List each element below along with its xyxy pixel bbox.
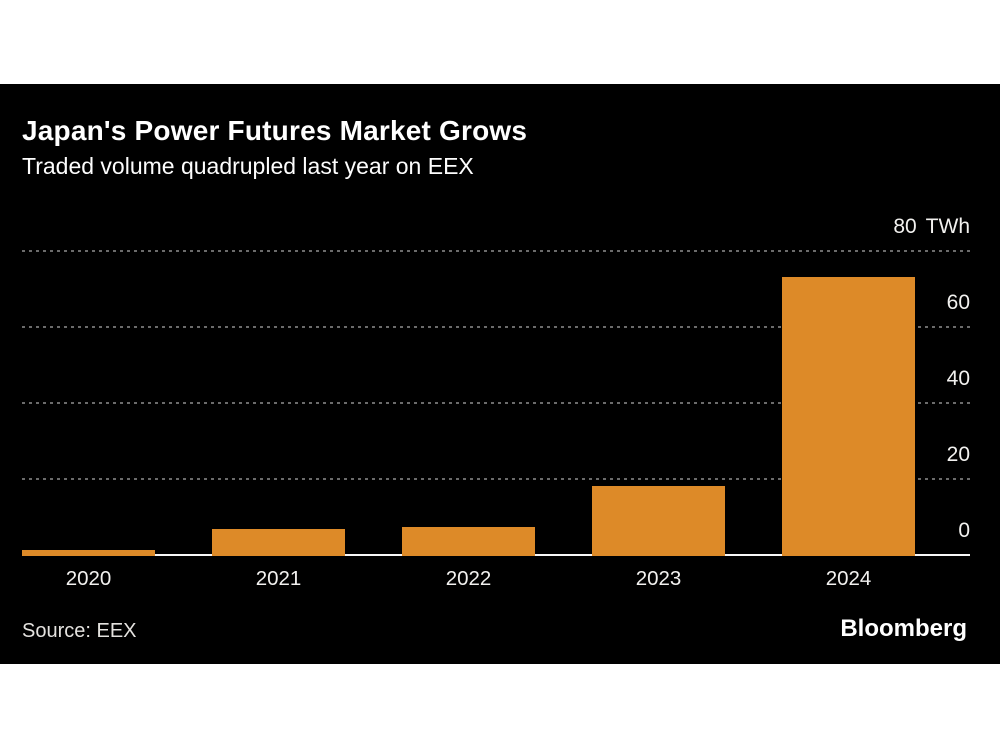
x-label-2022: 2022 xyxy=(445,567,492,590)
source-note: Source: EEX xyxy=(22,620,137,642)
y-tick-value: 80 xyxy=(893,215,917,238)
gridline-40 xyxy=(22,402,970,404)
bar-2024 xyxy=(782,276,915,556)
bar-2023 xyxy=(592,485,725,556)
y-tick-value: 20 xyxy=(946,443,970,466)
y-tick-label-0: 0 xyxy=(958,518,970,544)
y-tick-label-60: 60 xyxy=(947,290,970,316)
gridline-20 xyxy=(22,478,970,480)
x-label-2021: 2021 xyxy=(255,567,302,590)
chart-subtitle: Traded volume quadrupled last year on EE… xyxy=(22,153,474,179)
y-tick-label-80: 80 TWh xyxy=(893,214,970,240)
y-tick-value: 60 xyxy=(946,291,970,314)
y-tick-value: 0 xyxy=(958,519,970,542)
gridline-60 xyxy=(22,326,970,328)
chart-panel: Japan's Power Futures Market Grows Trade… xyxy=(0,84,1000,664)
gridline-80 xyxy=(22,250,970,252)
y-tick-label-40: 40 xyxy=(947,366,970,392)
bar-2021 xyxy=(212,529,345,556)
bloomberg-logo: Bloomberg xyxy=(840,615,967,642)
y-tick-label-20: 20 xyxy=(947,442,970,468)
x-label-2020: 2020 xyxy=(65,567,112,590)
y-axis-unit: TWh xyxy=(925,215,970,238)
y-tick-value: 40 xyxy=(946,367,970,390)
plot-area: 0 20 40 60 80 TWh xyxy=(22,215,970,556)
x-label-2024: 2024 xyxy=(825,567,872,590)
bar-2020 xyxy=(22,550,155,556)
bar-2022 xyxy=(402,527,535,556)
x-label-2023: 2023 xyxy=(635,567,682,590)
x-axis: 2020 2021 2022 2023 2024 xyxy=(22,567,970,593)
chart-title: Japan's Power Futures Market Grows xyxy=(22,115,528,146)
